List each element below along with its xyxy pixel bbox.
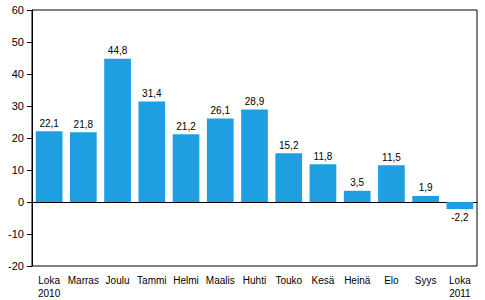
svg-text:-20: -20 <box>8 260 24 272</box>
svg-text:Elo: Elo <box>384 275 399 286</box>
svg-text:-10: -10 <box>8 228 24 240</box>
svg-text:2011: 2011 <box>449 288 471 299</box>
svg-text:2010: 2010 <box>38 288 61 299</box>
svg-text:Joulu: Joulu <box>106 275 130 286</box>
svg-text:50: 50 <box>12 36 24 48</box>
svg-text:26,1: 26,1 <box>211 105 231 116</box>
svg-text:21,2: 21,2 <box>176 121 196 132</box>
svg-text:-2,2: -2,2 <box>451 212 469 223</box>
svg-text:Maalis: Maalis <box>206 275 235 286</box>
svg-text:Syys: Syys <box>415 275 437 286</box>
svg-text:Marras: Marras <box>68 275 99 286</box>
svg-text:10: 10 <box>12 164 24 176</box>
svg-text:Loka: Loka <box>38 275 60 286</box>
svg-text:28,9: 28,9 <box>245 96 265 107</box>
svg-text:22,1: 22,1 <box>39 118 59 129</box>
svg-text:0: 0 <box>18 196 24 208</box>
svg-text:Tammi: Tammi <box>137 275 166 286</box>
svg-text:Touko: Touko <box>275 275 302 286</box>
svg-text:60: 60 <box>12 4 24 16</box>
svg-text:3,5: 3,5 <box>350 177 364 188</box>
svg-text:11,5: 11,5 <box>382 152 401 163</box>
svg-text:Loka: Loka <box>449 275 471 286</box>
svg-text:40: 40 <box>12 68 24 80</box>
svg-text:30: 30 <box>12 100 24 112</box>
svg-text:21,8: 21,8 <box>74 119 94 130</box>
svg-text:1,9: 1,9 <box>419 182 433 193</box>
svg-text:20: 20 <box>12 132 24 144</box>
svg-text:Kesä: Kesä <box>312 275 335 286</box>
svg-text:31,4: 31,4 <box>142 88 162 99</box>
svg-text:15,2: 15,2 <box>279 140 299 151</box>
svg-text:Helmi: Helmi <box>173 275 199 286</box>
svg-text:Heinä: Heinä <box>344 275 371 286</box>
svg-text:11,8: 11,8 <box>314 151 333 162</box>
svg-text:44,8: 44,8 <box>108 45 128 56</box>
svg-text:Huhti: Huhti <box>243 275 266 286</box>
